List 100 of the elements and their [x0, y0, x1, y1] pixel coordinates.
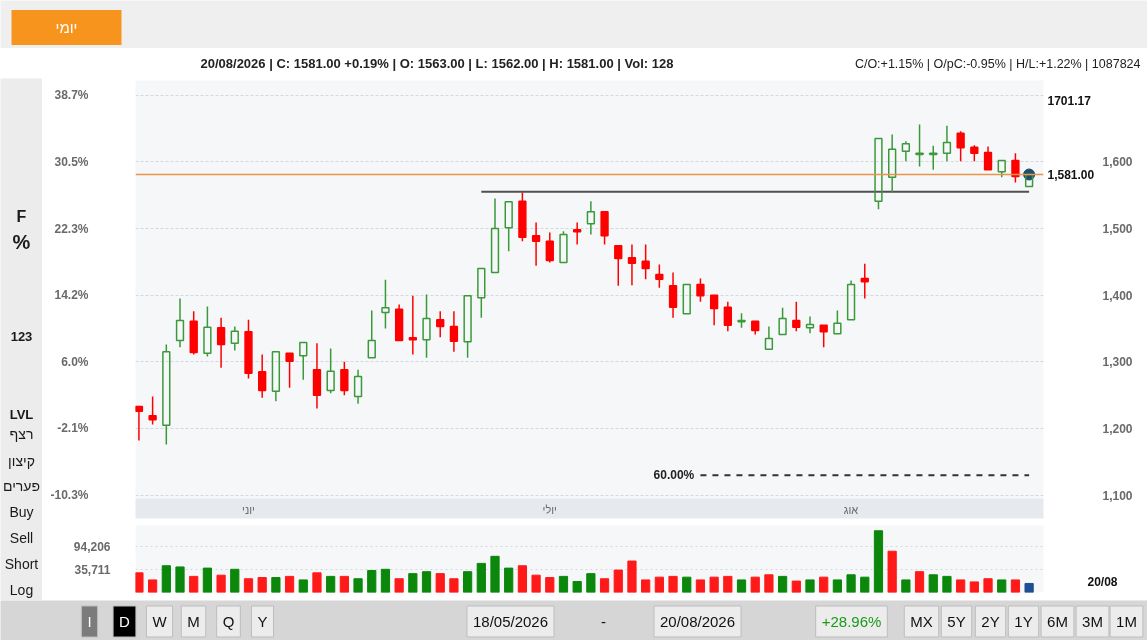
- text: 20/08/2026: [659, 613, 736, 630]
- bar: [641, 579, 651, 593]
- bar: [901, 579, 911, 593]
- bar: [928, 574, 938, 593]
- candlestick: [271, 351, 281, 402]
- y-tick-label: 94,206: [73, 539, 111, 554]
- text: F: [16, 208, 27, 225]
- bar: [135, 572, 144, 593]
- bar: [805, 579, 815, 593]
- text: 6M: [1047, 613, 1068, 630]
- bar: [517, 565, 527, 593]
- bar: [148, 579, 158, 593]
- y2-tick-label: 6.0%: [61, 355, 89, 370]
- bar: [257, 577, 267, 593]
- bar: [380, 568, 391, 593]
- y-tick-label: 1,600: [1102, 155, 1133, 170]
- text: 2Y: [981, 613, 1000, 630]
- candlestick: [258, 353, 267, 399]
- bar: [1024, 582, 1034, 593]
- bar: [586, 573, 596, 593]
- bar: [175, 566, 185, 593]
- candlestick: [723, 301, 732, 332]
- bar: [449, 578, 459, 593]
- bar: [284, 575, 295, 593]
- text: I: [87, 613, 92, 630]
- y-tick-label: 1,400: [1102, 288, 1133, 303]
- bar: [161, 565, 171, 593]
- bar: [736, 579, 747, 593]
- candlestick: [682, 283, 691, 315]
- bar: [216, 574, 226, 593]
- text: +28.96%: [821, 613, 882, 630]
- bar: [408, 573, 418, 593]
- bar: [997, 579, 1007, 593]
- text: M: [187, 613, 200, 630]
- candlestick: [353, 369, 363, 405]
- candlestick: [627, 243, 637, 286]
- bar: [326, 575, 336, 593]
- text: MX: [910, 613, 933, 630]
- bar: [367, 569, 377, 593]
- bar: [764, 574, 774, 593]
- candlestick: [312, 342, 322, 410]
- text: 5Y: [947, 613, 966, 630]
- y-tick-label: 1,100: [1102, 488, 1133, 503]
- bar: [695, 579, 706, 593]
- bar: [873, 530, 884, 593]
- bar: [189, 575, 199, 593]
- candlestick: [504, 201, 513, 252]
- text: 1701.17: [1047, 94, 1092, 108]
- candlestick: [175, 297, 185, 348]
- candlestick: [367, 309, 376, 359]
- text: רצף: [9, 425, 34, 442]
- y2-tick-label: 30.5%: [54, 154, 89, 169]
- y2-tick-label: 38.7%: [54, 87, 89, 102]
- text: Sell: [9, 529, 34, 546]
- bar: [627, 560, 637, 593]
- bar: [750, 576, 760, 593]
- bar: [312, 572, 322, 593]
- bar: [230, 568, 240, 593]
- text: Q: [222, 613, 235, 630]
- candlestick: [983, 145, 993, 171]
- text: 20/08: [1087, 575, 1118, 590]
- series-label: 60.00%: [653, 468, 695, 483]
- bar: [421, 571, 432, 593]
- candlestick: [805, 315, 815, 334]
- bar: [819, 576, 829, 593]
- bar: [202, 567, 213, 593]
- bar: [914, 571, 925, 593]
- text: 18/05/2026: [472, 613, 549, 630]
- bar: [243, 578, 254, 593]
- bar: [778, 575, 788, 593]
- y2-tick-label: 22.3%: [54, 221, 89, 236]
- bar: [463, 571, 473, 593]
- bar: [791, 580, 801, 593]
- text: W: [152, 613, 168, 630]
- candlestick: [901, 140, 911, 162]
- candlestick: [668, 271, 678, 319]
- bar: [709, 576, 719, 593]
- candlestick: [135, 405, 144, 442]
- text: 3M: [1082, 613, 1103, 630]
- candlestick: [751, 320, 760, 336]
- bar: [942, 575, 952, 593]
- bar: [668, 575, 678, 593]
- bar: [435, 573, 445, 593]
- text: 1M: [1116, 613, 1137, 630]
- x-tick-label: יולי: [542, 503, 557, 516]
- candlestick: [216, 317, 226, 369]
- candlestick: [285, 352, 294, 389]
- bar: [271, 577, 281, 593]
- text: D: [119, 613, 131, 630]
- bar: [298, 579, 308, 593]
- bar: [353, 578, 363, 593]
- bar: [476, 562, 486, 593]
- y-tick-label: 1,300: [1102, 355, 1133, 370]
- text: LVL: [9, 407, 34, 422]
- bar: [860, 576, 870, 593]
- candlestick: [299, 341, 308, 381]
- y2-tick-label: -10.3%: [50, 488, 89, 503]
- y-tick-label: 1,500: [1102, 222, 1133, 236]
- bar: [654, 576, 664, 593]
- bar: [887, 550, 897, 593]
